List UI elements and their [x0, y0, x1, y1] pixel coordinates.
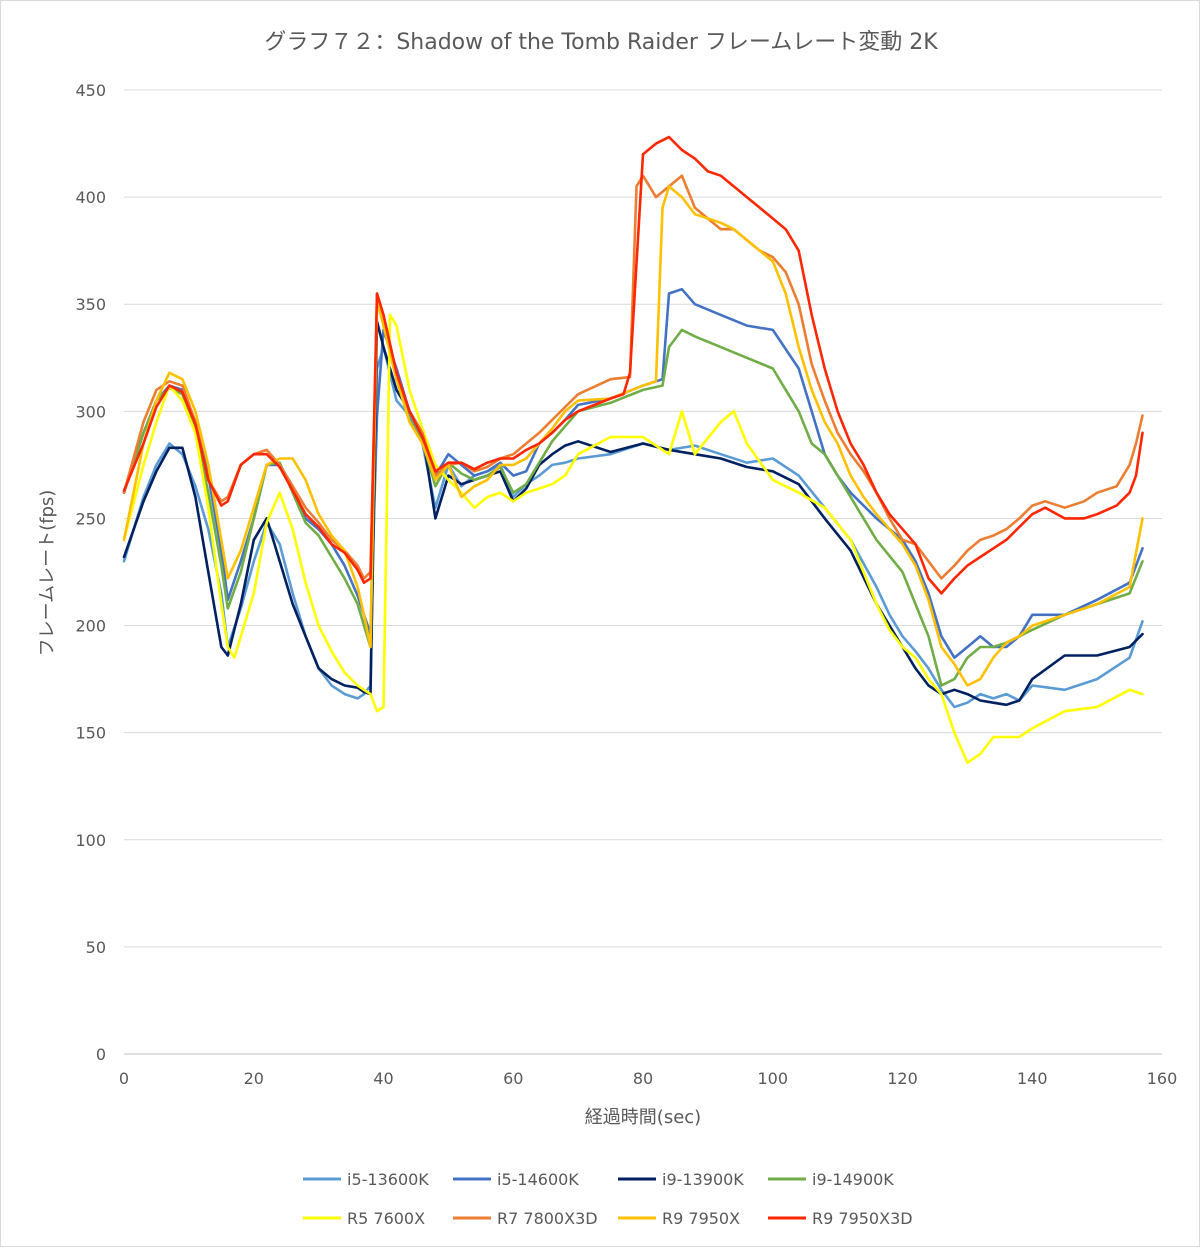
legend-label: i5-13600K [347, 1170, 429, 1189]
chart-title: グラフ７２：Shadow of the Tomb Raider フレームレート変… [264, 30, 938, 55]
legend-label: R7 7800X3D [497, 1209, 598, 1228]
y-tick-label: 100 [75, 831, 106, 850]
series-line-3 [122, 292, 1144, 687]
legend-entry: R9 7950X [618, 1209, 740, 1228]
series-line-0 [122, 345, 1144, 709]
legend-label: i5-14600K [497, 1170, 579, 1189]
legend-entry: R9 7950X3D [768, 1209, 913, 1228]
y-tick-labels: 0 50 100 150 200 250 300 350 400 450 [75, 81, 106, 1064]
legend-label: i9-13900K [662, 1170, 744, 1189]
legend-entry: i9-13900K [618, 1170, 744, 1189]
legend-label: R5 7600X [347, 1209, 425, 1228]
series-line-4 [122, 313, 1144, 765]
x-tick-label: 60 [503, 1069, 523, 1088]
series-line-7 [122, 135, 1144, 595]
legend-entry: i5-14600K [453, 1170, 579, 1189]
legend-entry: R7 7800X3D [453, 1209, 598, 1228]
x-tick-label: 160 [1147, 1069, 1178, 1088]
x-tick-labels: 0 20 40 60 80 100 120 140 160 [119, 1069, 1177, 1088]
x-tick-label: 120 [887, 1069, 918, 1088]
legend-entry: i5-13600K [303, 1170, 429, 1189]
legend: i5-13600K i5-14600K i9-13900K i9-14900K R5 7… [303, 1170, 913, 1228]
y-axis-label: フレームレート(fps) [37, 490, 58, 657]
x-tick-label: 0 [119, 1069, 129, 1088]
legend-entry: R5 7600X [303, 1209, 425, 1228]
y-tick-label: 0 [96, 1045, 106, 1064]
series-line-6 [122, 185, 1144, 687]
legend-label: R9 7950X [662, 1209, 740, 1228]
y-tick-label: 400 [75, 188, 106, 207]
y-tick-label: 450 [75, 81, 106, 100]
x-tick-label: 100 [757, 1069, 788, 1088]
series-line-5 [122, 174, 1144, 580]
y-tick-label: 350 [75, 295, 106, 314]
y-tick-label: 200 [75, 617, 106, 636]
legend-entry: i9-14900K [768, 1170, 894, 1189]
x-axis-label: 経過時間(sec) [585, 1107, 701, 1128]
series-layer [122, 135, 1144, 765]
y-tick-label: 150 [75, 724, 106, 743]
legend-label: i9-14900K [812, 1170, 894, 1189]
x-tick-label: 40 [373, 1069, 393, 1088]
series-line-1 [122, 287, 1144, 660]
x-tick-label: 80 [633, 1069, 653, 1088]
y-tick-label: 50 [86, 938, 106, 957]
y-tick-label: 300 [75, 402, 106, 421]
x-tick-label: 20 [244, 1069, 264, 1088]
x-tick-label: 140 [1017, 1069, 1048, 1088]
y-tick-label: 250 [75, 509, 106, 528]
legend-label: R9 7950X3D [812, 1209, 913, 1228]
grid-layer [124, 89, 1162, 1055]
